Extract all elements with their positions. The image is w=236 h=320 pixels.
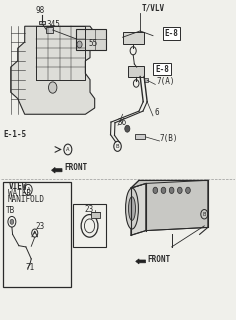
Text: FRONT: FRONT [64, 164, 88, 172]
Text: VIEW: VIEW [8, 182, 27, 191]
FancyArrow shape [51, 167, 62, 173]
Text: 23: 23 [36, 222, 45, 231]
Bar [144, 78, 148, 82]
Bar [39, 20, 45, 24]
Text: WATER: WATER [8, 188, 32, 197]
Circle shape [77, 41, 82, 48]
Circle shape [10, 219, 14, 224]
Bar [3, 182, 71, 287]
Bar [72, 204, 106, 247]
Circle shape [125, 125, 130, 132]
Circle shape [153, 187, 158, 194]
Bar [46, 28, 53, 33]
Bar [91, 212, 100, 218]
Text: 7(B): 7(B) [160, 133, 178, 142]
FancyArrow shape [136, 259, 146, 264]
Text: B: B [203, 212, 206, 217]
Text: B: B [116, 144, 119, 149]
Text: 23: 23 [85, 205, 94, 214]
Text: 7(A): 7(A) [156, 77, 175, 86]
Text: E-8: E-8 [165, 29, 178, 38]
Text: FRONT: FRONT [147, 255, 170, 264]
Text: A: A [66, 147, 70, 152]
Text: A: A [26, 187, 30, 192]
Text: 345: 345 [46, 20, 60, 29]
Ellipse shape [126, 188, 138, 229]
Text: E-1-5: E-1-5 [4, 131, 27, 140]
Bar [128, 67, 144, 76]
Circle shape [177, 187, 182, 194]
Text: E-8: E-8 [155, 65, 169, 74]
Polygon shape [131, 180, 208, 231]
Circle shape [49, 82, 57, 93]
Text: 98: 98 [36, 6, 45, 15]
Text: T/VLV: T/VLV [141, 3, 164, 12]
Circle shape [186, 187, 190, 194]
Text: 71: 71 [25, 263, 34, 272]
Circle shape [169, 187, 174, 194]
Text: 55: 55 [89, 39, 98, 48]
Bar [76, 29, 106, 50]
Text: MANIFOLD: MANIFOLD [7, 195, 44, 204]
Bar [135, 134, 145, 140]
Text: TB: TB [6, 206, 15, 215]
Circle shape [161, 187, 166, 194]
Text: 6: 6 [154, 108, 159, 117]
Polygon shape [11, 26, 95, 114]
Bar [123, 32, 144, 44]
Text: 36: 36 [118, 118, 127, 127]
Polygon shape [131, 183, 146, 235]
Ellipse shape [128, 197, 135, 220]
